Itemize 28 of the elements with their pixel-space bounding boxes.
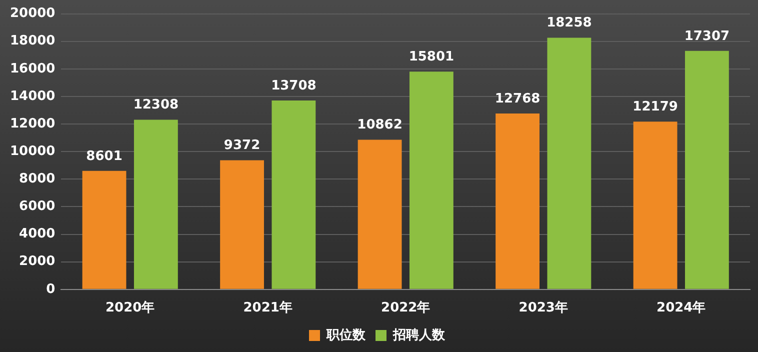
data-label: 12179 <box>632 99 678 114</box>
data-label: 10862 <box>357 118 402 133</box>
data-label: 12308 <box>133 98 179 113</box>
data-label: 15801 <box>408 50 454 65</box>
x-tick-label: 2024年 <box>656 300 706 316</box>
y-tick-label: 4000 <box>19 226 56 242</box>
data-label: 17307 <box>684 28 730 44</box>
data-label: 9372 <box>224 138 260 154</box>
x-tick-label: 2020年 <box>106 300 155 316</box>
legend-label: 招聘人数 <box>392 328 446 343</box>
y-tick-label: 6000 <box>19 199 56 214</box>
legend-label: 职位数 <box>326 328 366 343</box>
y-tick-label: 18000 <box>10 34 56 49</box>
y-tick-label: 16000 <box>10 61 56 76</box>
y-tick-label: 8000 <box>19 172 56 187</box>
y-tick-label: 12000 <box>10 116 56 132</box>
data-label: 12768 <box>494 91 540 106</box>
x-tick-label: 2023年 <box>518 300 568 316</box>
y-tick-label: 10000 <box>10 144 56 159</box>
y-tick-label: 2000 <box>19 254 56 270</box>
x-tick-label: 2021年 <box>243 300 292 316</box>
y-tick-label: 20000 <box>10 6 56 22</box>
y-tick-label: 14000 <box>10 88 56 104</box>
data-label: 8601 <box>86 148 122 164</box>
data-label: 13708 <box>271 78 316 94</box>
x-tick-label: 2022年 <box>381 300 430 316</box>
data-label: 18258 <box>546 16 592 31</box>
y-tick-label: 0 <box>46 282 56 297</box>
